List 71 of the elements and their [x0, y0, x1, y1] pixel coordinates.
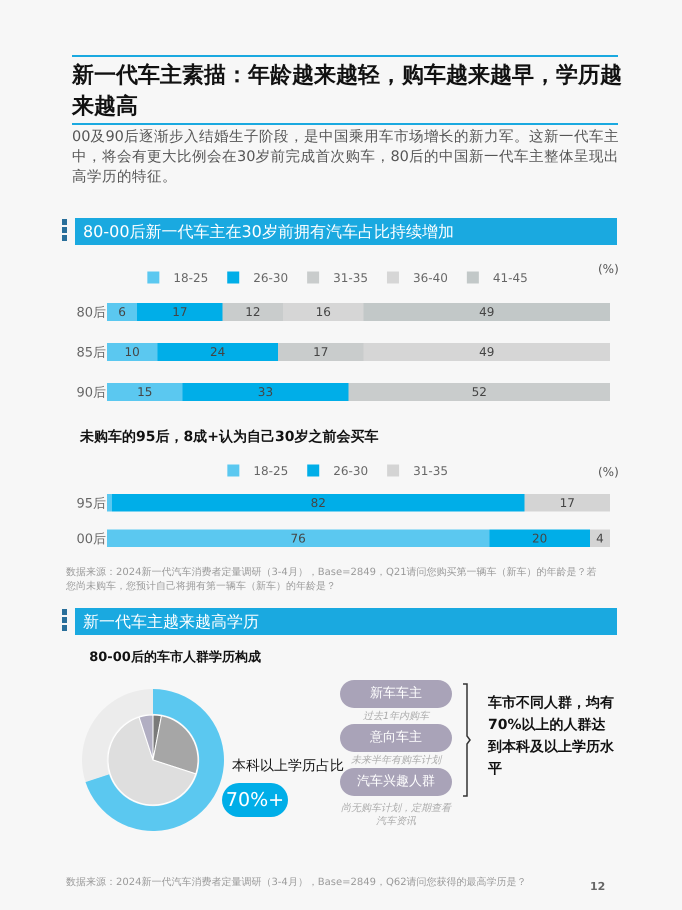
data-label: 49 [479, 345, 494, 359]
data-label: 52 [472, 385, 487, 399]
data-label: 17 [172, 305, 188, 319]
chart-title: 未购车的95后，8成+认为自己30岁之前会买车 [80, 428, 378, 446]
chart-title: 80-00后新一代车主在30岁前拥有汽车占比持续增加 [75, 218, 617, 245]
data-label: 4 [596, 531, 604, 546]
source-note: 数据来源：2024新一代汽车消费者定量调研（3-4月），Base=2849，Q62请问您获得的最高学历是？ [66, 876, 528, 890]
text: 过去1年内购车 [362, 710, 432, 723]
text: 未来半年有购车计划 [351, 755, 441, 766]
text: 尚无购车计划，定期查看汽车资讯 [340, 802, 452, 828]
data-label: 20 [532, 531, 548, 546]
text: 车市不同人群，均有70%以上的人群达到本科及以上学历水平 [488, 694, 615, 779]
bar [348, 383, 610, 401]
text: 新一代车主素描：年龄越来越轻，购车越来越早，学历越来越高 [72, 62, 623, 121]
donut-slice [85, 689, 224, 831]
text: (%) [598, 262, 619, 276]
bar [157, 343, 278, 361]
data-label: 12 [245, 305, 261, 319]
chart-title: 新一代车主越来越高学历 [75, 608, 617, 635]
bar [112, 494, 524, 512]
bar [222, 303, 284, 321]
text: 意向车主 [340, 724, 452, 752]
bar [107, 303, 138, 321]
data-label: 33 [258, 385, 274, 399]
bar [364, 343, 610, 361]
bar [182, 383, 348, 401]
legend-label: 26-30 [333, 464, 368, 478]
y-tick-label: 90后 [76, 386, 106, 401]
data-label: 76 [290, 531, 306, 546]
bar [107, 494, 112, 512]
source-note: 数据来源：2024新一代汽车消费者定量调研（3-4月），Base=2849，Q21请问您购买第一辆车（新车）的年龄是？若您尚未购车，您预计自己将拥有第一辆车（新车）的年龄是？ [66, 566, 598, 594]
text: 本科以上学历占比 [232, 757, 344, 775]
bar [489, 529, 590, 548]
text: 新车车主 [340, 680, 452, 708]
bar [107, 383, 182, 401]
data-label: 49 [479, 305, 494, 319]
text: (%) [598, 465, 619, 479]
bar [107, 529, 490, 548]
legend-label: 26-30 [253, 271, 288, 286]
bar [364, 303, 610, 321]
data-label: 10 [124, 345, 140, 359]
data-label: 6 [118, 305, 126, 319]
legend-label: 36-40 [412, 271, 448, 286]
legend-label: 31-35 [413, 464, 448, 478]
data-label: 24 [210, 345, 226, 359]
data-label: 15 [137, 385, 152, 399]
y-tick-label: 95后 [76, 496, 106, 512]
text: 70%+ [222, 783, 288, 817]
bar [283, 303, 364, 321]
bar [107, 343, 158, 361]
donut-slice [82, 689, 153, 782]
data-label: 17 [313, 345, 328, 359]
legend-label: 41-45 [492, 271, 528, 286]
data-label: 16 [316, 305, 331, 319]
pie-slice [108, 716, 196, 805]
bar [524, 494, 610, 512]
bar [137, 303, 223, 321]
bar [590, 529, 610, 548]
text: 汽车兴趣人群 [357, 774, 435, 789]
y-tick-label: 80后 [76, 306, 106, 321]
chart-subtitle: 80-00后的车市人群学历构成 [88, 648, 262, 666]
text: 00及90后逐渐步入结婚生子阶段，是中国乘用车市场增长的新力军。这新一代车主中，将会有更大比例会在30岁前完成首次购车，80后的中国新一代车主整体呈现出高学历的特征。 [72, 128, 620, 187]
legend-label: 31-35 [333, 271, 368, 286]
data-label: 17 [560, 496, 575, 510]
y-tick-label: 85后 [76, 346, 106, 361]
legend-label: 18-25 [253, 464, 288, 478]
data-label: 82 [310, 496, 326, 510]
bar [278, 343, 364, 361]
text: 12 [590, 880, 606, 893]
legend-label: 18-25 [173, 271, 208, 286]
y-tick-label: 00后 [76, 532, 106, 547]
